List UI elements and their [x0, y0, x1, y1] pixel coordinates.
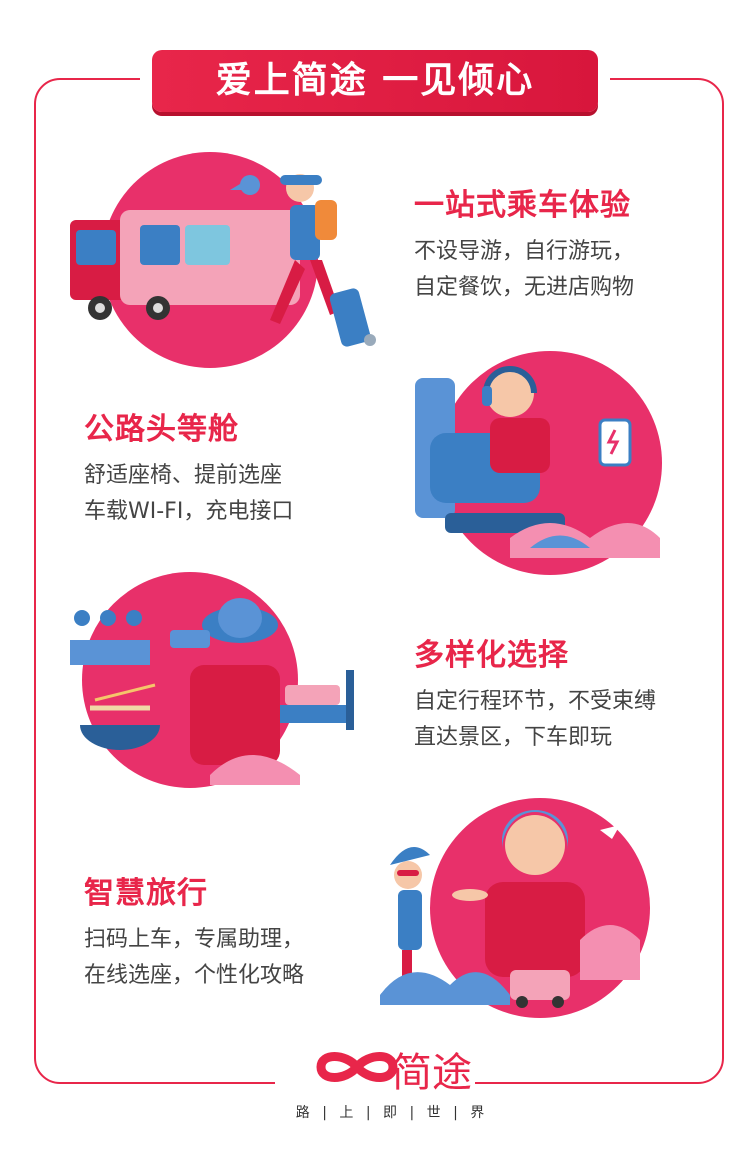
- feature-line: 扫码上车，专属助理，: [84, 927, 305, 952]
- feature-line: 车载WI-FI，充电接口: [84, 499, 294, 524]
- page-title-banner: 爱上简途 一见倾心: [152, 50, 598, 112]
- brand-name: 简途: [392, 1050, 472, 1096]
- bus-traveler-illustration: [70, 152, 376, 368]
- feature-title: 公路头等舱: [84, 412, 239, 447]
- feature-diverse: 多样化选择 自定行程环节，不受束缚 直达景区，下车即玩: [414, 630, 656, 756]
- feature-one-stop: 一站式乘车体验 不设导游，自行游玩， 自定餐饮，无进店购物: [414, 180, 634, 306]
- smart-travel-illustration: [380, 798, 650, 1018]
- feature-line: 直达景区，下车即玩: [414, 725, 613, 750]
- feature-first-class: 公路头等舱 舒适座椅、提前选座 车载WI-FI，充电接口: [84, 404, 293, 530]
- feature-line: 自定行程环节，不受束缚: [414, 689, 657, 714]
- feature-line: 自定餐饮，无进店购物: [414, 275, 635, 300]
- feature-title: 智慧旅行: [84, 876, 208, 911]
- brand-slogan: 路 | 上 | 即 | 世 | 界: [295, 1105, 489, 1121]
- first-class-seat-illustration: [415, 351, 662, 575]
- feature-title: 多样化选择: [414, 638, 569, 673]
- brand-infinity-logo-icon: [316, 1052, 398, 1082]
- feature-smart: 智慧旅行 扫码上车，专属助理， 在线选座，个性化攻略: [84, 868, 304, 994]
- diverse-choices-illustration: [70, 572, 354, 788]
- feature-line: 舒适座椅、提前选座: [84, 463, 283, 488]
- feature-line: 在线选座，个性化攻略: [84, 963, 305, 988]
- feature-line: 不设导游，自行游玩，: [414, 239, 635, 264]
- feature-title: 一站式乘车体验: [414, 188, 631, 223]
